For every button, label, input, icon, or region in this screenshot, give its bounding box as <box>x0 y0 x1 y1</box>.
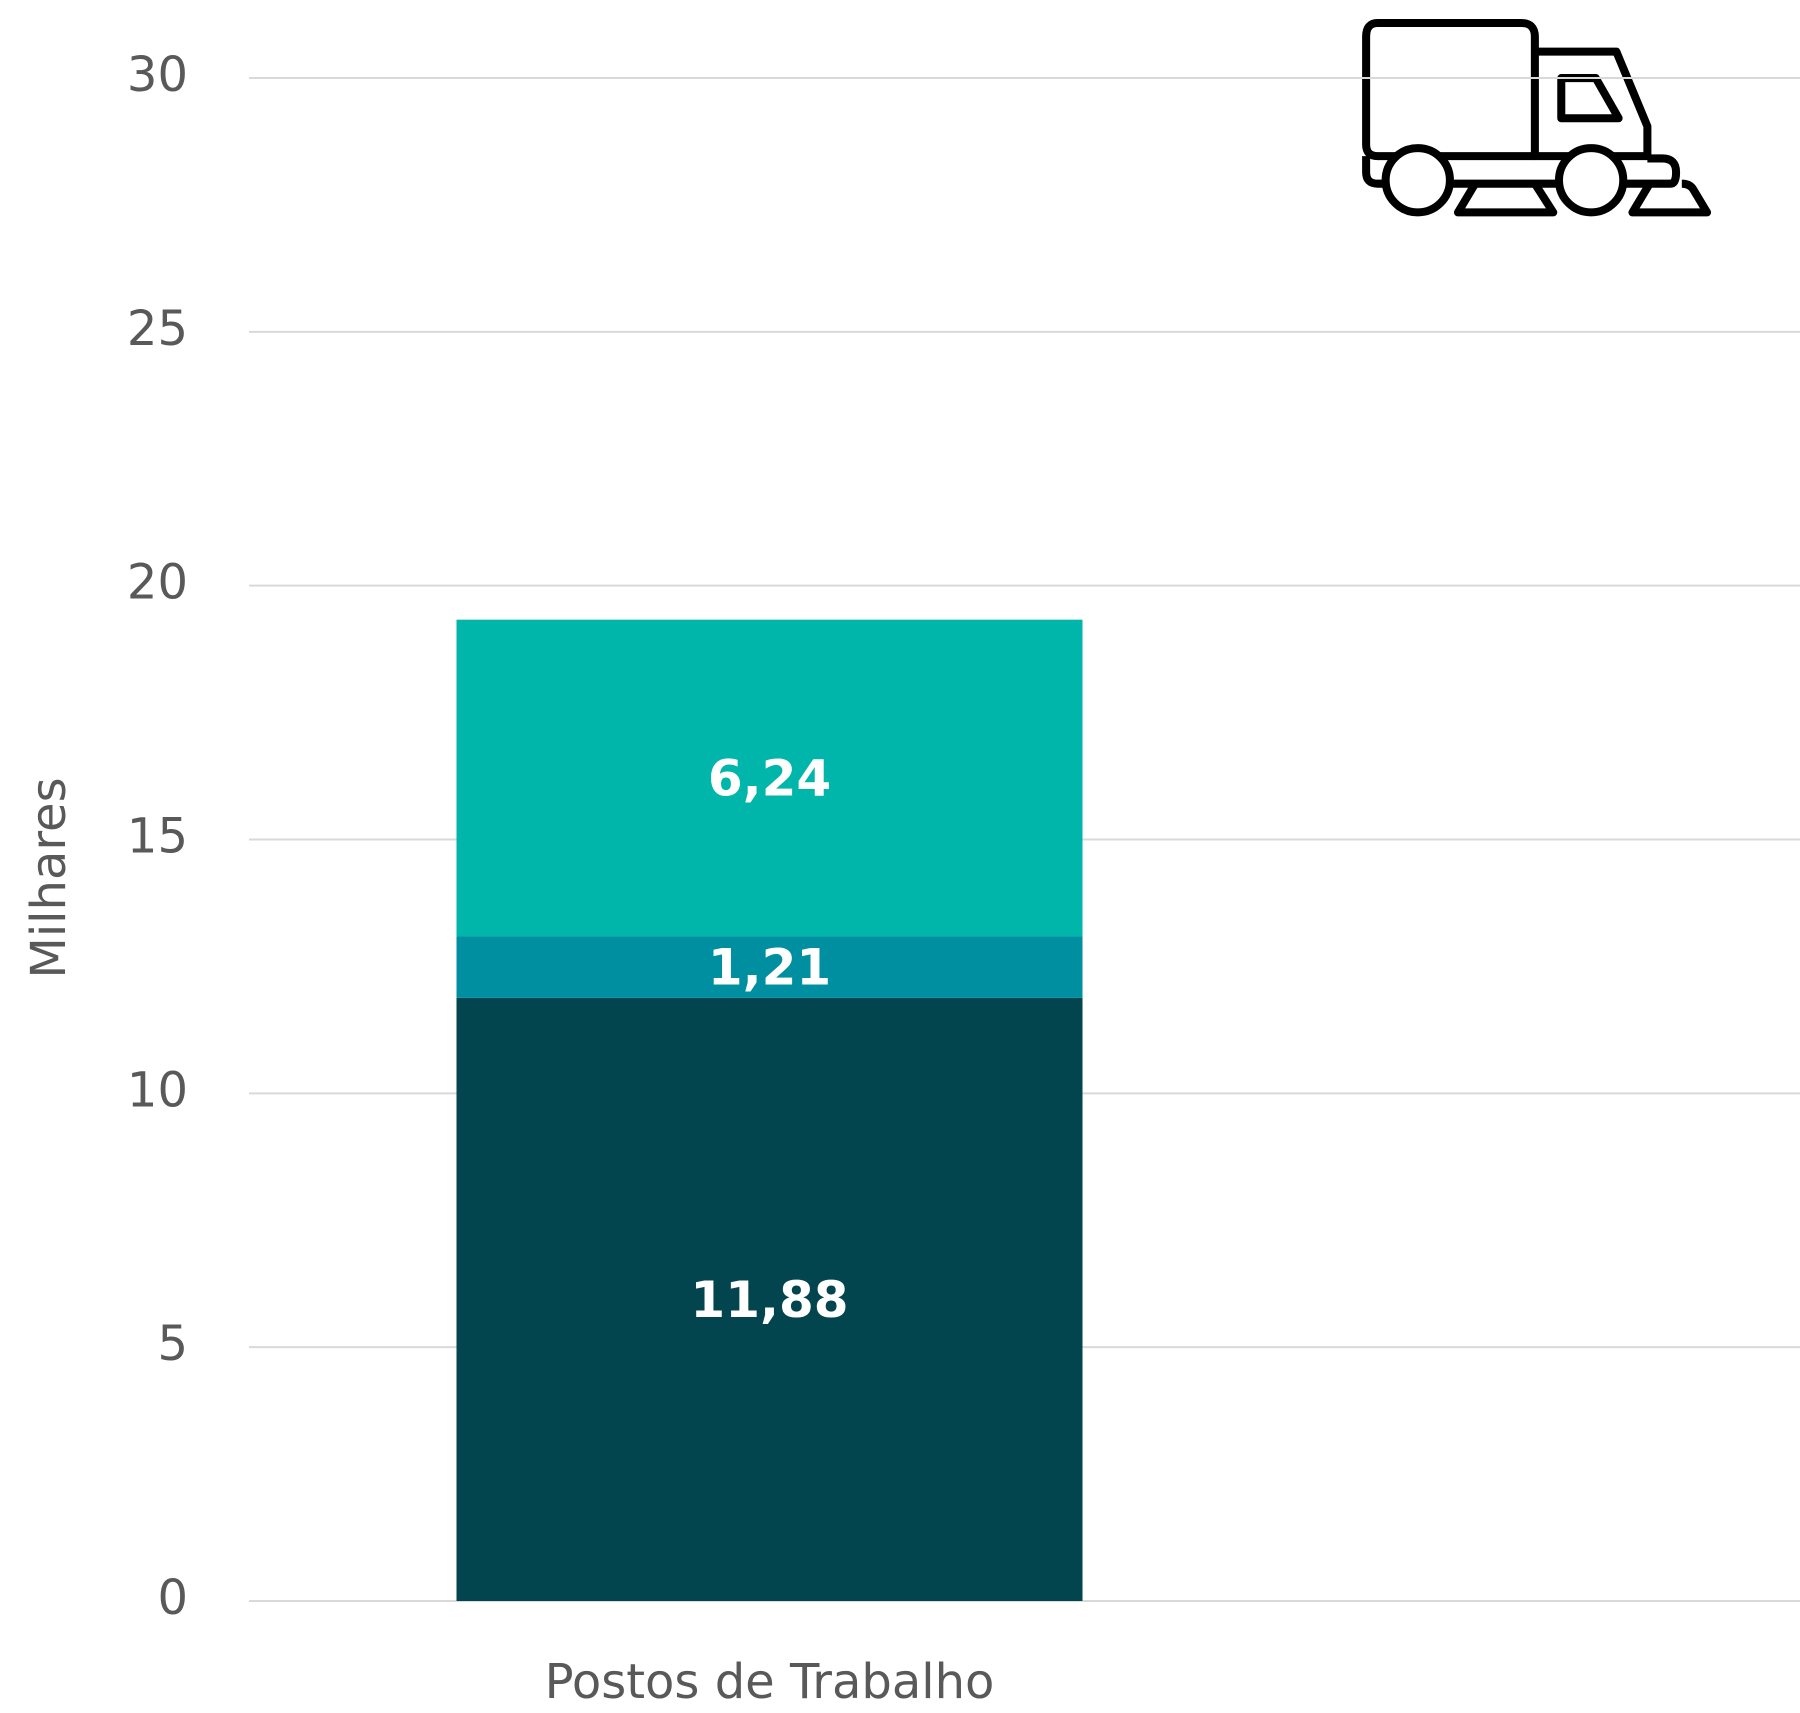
truck-icon <box>1362 18 1712 217</box>
data-label: 11,88 <box>690 1271 848 1329</box>
y-tick-label: 10 <box>127 1062 188 1118</box>
bar-segment <box>456 936 1083 998</box>
y-tick-label: 0 <box>157 1570 188 1626</box>
data-label: 6,24 <box>708 750 831 808</box>
y-tick-label: 20 <box>127 555 188 611</box>
bar-segment <box>456 997 1083 1601</box>
y-tick-label: 25 <box>127 301 188 357</box>
y-tick-label: 15 <box>127 809 188 865</box>
y-tick-label: 30 <box>127 47 188 103</box>
bar-segment <box>456 619 1083 937</box>
data-label: 1,21 <box>708 939 831 997</box>
y-axis-label: Milhares <box>21 777 77 978</box>
x-tick-label: Postos de Trabalho <box>545 1654 995 1710</box>
y-tick-label: 5 <box>157 1316 188 1372</box>
